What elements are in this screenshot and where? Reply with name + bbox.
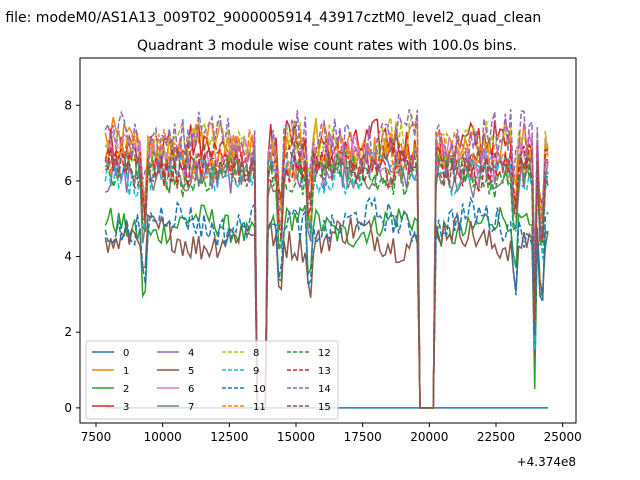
y-tick-label: 4 bbox=[64, 250, 72, 264]
legend-label-5: 5 bbox=[188, 366, 194, 377]
legend-label-9: 9 bbox=[253, 366, 259, 377]
x-tick-label: 20000 bbox=[410, 430, 448, 444]
x-tick-label: 25000 bbox=[544, 430, 582, 444]
series-line-2 bbox=[104, 204, 549, 409]
legend-label-0: 0 bbox=[123, 348, 129, 359]
legend-label-2: 2 bbox=[123, 384, 129, 395]
x-tick-label: 15000 bbox=[277, 430, 315, 444]
legend-label-3: 3 bbox=[123, 402, 129, 413]
legend-label-7: 7 bbox=[188, 402, 194, 413]
plot-frame bbox=[79, 57, 577, 424]
legend-label-8: 8 bbox=[253, 348, 259, 359]
x-tick-label: 7500 bbox=[81, 430, 112, 444]
y-tick-label: 2 bbox=[64, 325, 72, 339]
series-line-14 bbox=[104, 109, 549, 409]
series-line-15 bbox=[104, 140, 549, 409]
legend-label-12: 12 bbox=[318, 348, 331, 359]
legend-label-15: 15 bbox=[318, 402, 331, 413]
x-tick-label: 17500 bbox=[344, 430, 382, 444]
legend-label-10: 10 bbox=[253, 384, 266, 395]
legend-label-13: 13 bbox=[318, 366, 331, 377]
y-tick-label: 6 bbox=[64, 174, 72, 188]
legend-box bbox=[85, 340, 339, 420]
legend-label-1: 1 bbox=[123, 366, 129, 377]
legend-label-11: 11 bbox=[253, 402, 266, 413]
y-tick-label: 8 bbox=[64, 98, 72, 112]
x-tick-label: 10000 bbox=[144, 430, 182, 444]
legend-label-14: 14 bbox=[318, 384, 331, 395]
x-tick-label: 12500 bbox=[210, 430, 248, 444]
series-line-8 bbox=[104, 114, 549, 409]
y-tick-label: 0 bbox=[64, 401, 72, 415]
figure-suptitle: n file: modeM0/AS1A13_009T02_9000005914_… bbox=[0, 10, 541, 26]
x-offset-label: +4.374e8 bbox=[517, 455, 576, 469]
series-layer bbox=[104, 109, 549, 409]
axes-layer: 7500 10000 12500 15000 17500 20000 22500 25000 0… bbox=[64, 57, 582, 444]
x-tick-label: 22500 bbox=[477, 430, 515, 444]
legend-label-6: 6 bbox=[188, 384, 194, 395]
series-line-12 bbox=[104, 146, 549, 409]
chart-title: Quadrant 3 module wise count rates with … bbox=[137, 38, 517, 54]
legend-label-4: 4 bbox=[188, 348, 194, 359]
series-line-10 bbox=[104, 195, 549, 409]
